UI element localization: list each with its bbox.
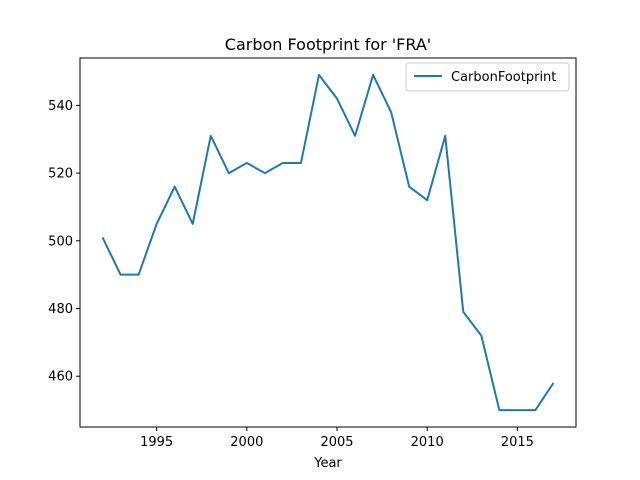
plot-area	[101, 73, 555, 412]
y-tick-label: 520	[48, 167, 73, 182]
y-axis: 460 480 500 520 540	[48, 99, 80, 385]
y-tick-label: 480	[48, 302, 73, 317]
x-tick-label: 1995	[140, 435, 173, 450]
chart-title: Carbon Footprint for 'FRA'	[225, 35, 431, 54]
y-tick-label: 500	[48, 234, 73, 249]
x-tick-label: 2005	[320, 435, 353, 450]
series-line	[101, 73, 555, 412]
x-axis: 1995 2000 2005 2010 2015	[140, 427, 534, 450]
x-axis-label: Year	[313, 456, 342, 471]
plot-frame	[79, 57, 577, 428]
legend: CarbonFootprint	[405, 62, 570, 92]
legend-frame	[405, 62, 570, 92]
y-tick-label: 540	[48, 99, 73, 114]
legend-label: CarbonFootprint	[451, 70, 556, 85]
x-tick-label: 2000	[230, 435, 263, 450]
x-tick-label: 2015	[501, 435, 534, 450]
x-tick-label: 2010	[411, 435, 444, 450]
y-tick-label: 460	[48, 370, 73, 385]
